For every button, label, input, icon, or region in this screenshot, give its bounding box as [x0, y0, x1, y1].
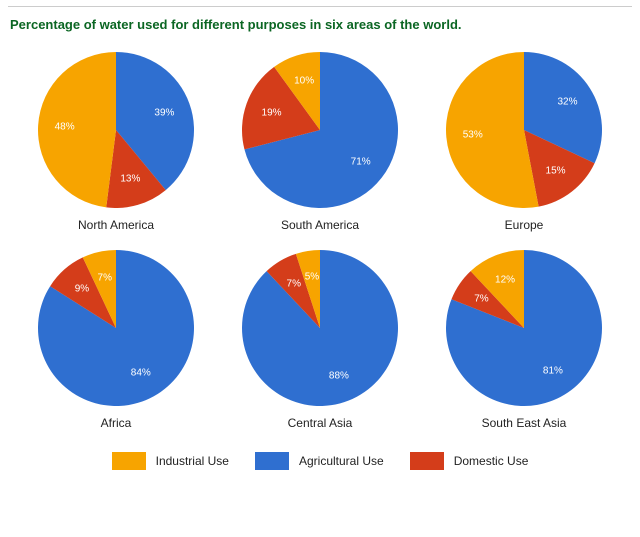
- legend-item-industrial: Industrial Use: [112, 452, 229, 470]
- legend-swatch-domestic: [410, 452, 444, 470]
- pie-chart: 71%19%10%: [242, 52, 398, 208]
- region-cell: 71%19%10% South America: [230, 52, 410, 232]
- legend-item-domestic: Domestic Use: [410, 452, 529, 470]
- region-label: South East Asia: [482, 416, 567, 430]
- pie-svg: [38, 250, 194, 406]
- pie-svg: [242, 52, 398, 208]
- pie-chart: 88%7%5%: [242, 250, 398, 406]
- region-label: North America: [78, 218, 154, 232]
- region-label: Europe: [505, 218, 544, 232]
- legend-label-industrial: Industrial Use: [156, 454, 229, 468]
- legend-swatch-agricultural: [255, 452, 289, 470]
- pie-chart: 39%13%48%: [38, 52, 194, 208]
- region-cell: 39%13%48% North America: [26, 52, 206, 232]
- pie-chart: 84%9%7%: [38, 250, 194, 406]
- pie-svg: [446, 52, 602, 208]
- region-label: Africa: [101, 416, 132, 430]
- region-label: South America: [281, 218, 359, 232]
- pie-svg: [242, 250, 398, 406]
- pie-chart: 81%7%12%: [446, 250, 602, 406]
- pie-svg: [446, 250, 602, 406]
- region-cell: 32%15%53% Europe: [434, 52, 614, 232]
- region-cell: 81%7%12% South East Asia: [434, 250, 614, 430]
- region-cell: 84%9%7% Africa: [26, 250, 206, 430]
- legend-swatch-industrial: [112, 452, 146, 470]
- legend: Industrial Use Agricultural Use Domestic U…: [0, 438, 640, 486]
- pie-slice-industrial: [38, 52, 116, 207]
- legend-label-domestic: Domestic Use: [454, 454, 529, 468]
- legend-item-agricultural: Agricultural Use: [255, 452, 384, 470]
- pie-grid: 39%13%48% North America 71%19%10% South Ame…: [0, 38, 640, 438]
- legend-label-agricultural: Agricultural Use: [299, 454, 384, 468]
- pie-svg: [38, 52, 194, 208]
- pie-chart: 32%15%53%: [446, 52, 602, 208]
- page-title: Percentage of water used for different p…: [0, 7, 640, 38]
- region-cell: 88%7%5% Central Asia: [230, 250, 410, 430]
- region-label: Central Asia: [288, 416, 353, 430]
